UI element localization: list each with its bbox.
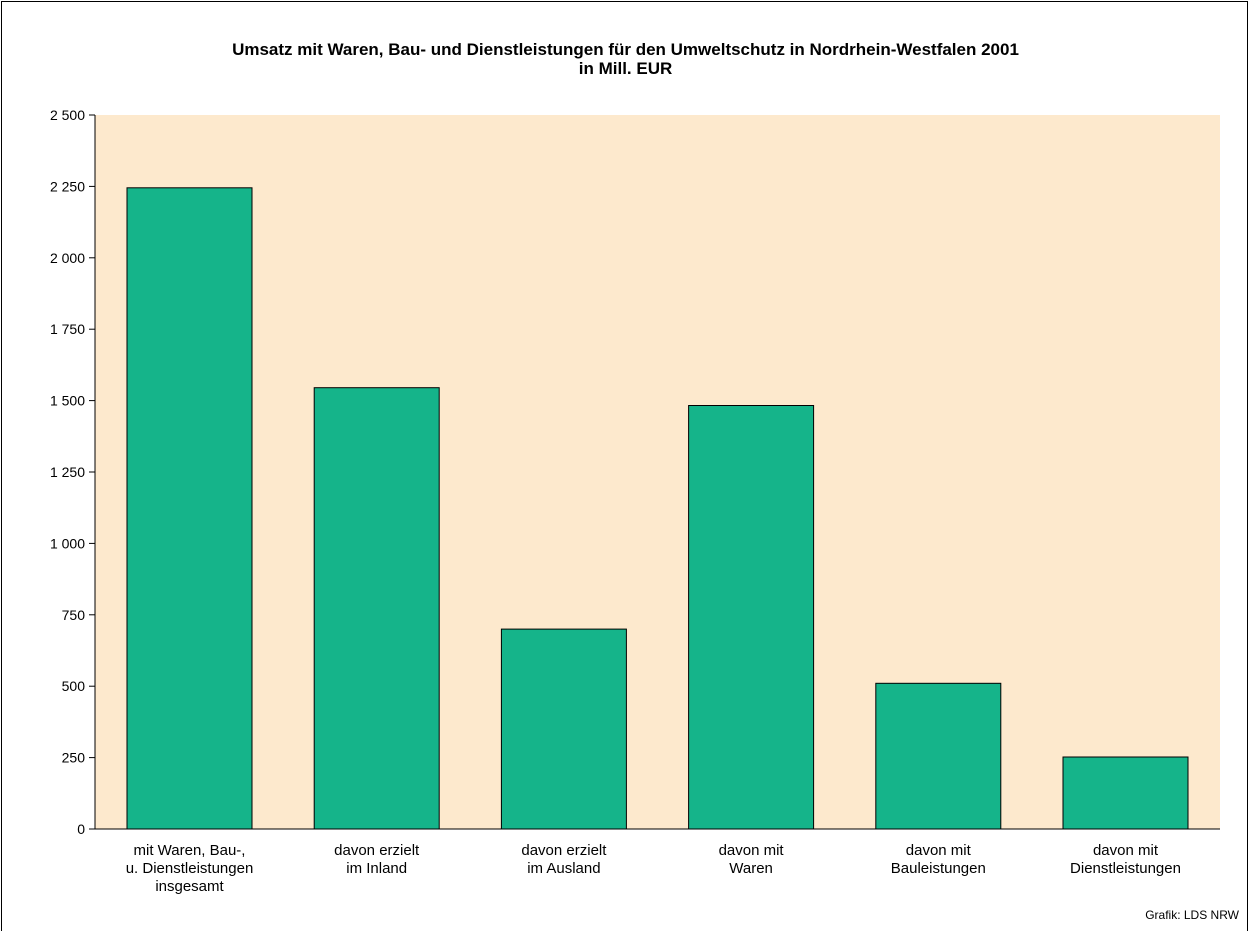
y-tick-label: 1 250 bbox=[50, 464, 85, 480]
bars-group bbox=[126, 187, 1189, 830]
x-tick-label-line: Waren bbox=[729, 860, 773, 877]
bar-5 bbox=[875, 682, 1002, 830]
x-tick-label-line: davon erzielt bbox=[334, 842, 420, 859]
x-tick-label-line: im Ausland bbox=[527, 860, 600, 877]
bar-4 bbox=[688, 405, 815, 830]
y-tick-label: 1 000 bbox=[50, 535, 85, 551]
chart-subtitle: in Mill. EUR bbox=[578, 59, 673, 78]
chart-title: Umsatz mit Waren, Bau- und Dienstleistun… bbox=[232, 40, 1019, 59]
y-tick-label: 0 bbox=[77, 821, 85, 837]
x-tick-label: davon erzielt im Inland bbox=[334, 842, 420, 877]
x-tick-label-line: im Inland bbox=[346, 860, 407, 877]
bar-6 bbox=[1062, 756, 1189, 830]
x-tick-label-line: mit Waren, Bau-, bbox=[134, 842, 246, 859]
x-axis-labels: mit Waren, Bau-, u. Dienstleistungen insge… bbox=[126, 842, 1181, 895]
x-tick-label-line: Dienstleistungen bbox=[1070, 860, 1181, 877]
y-axis: 0 250 500 750 1 000 1 250 1 500 1 750 2 000 2 250… bbox=[50, 107, 1220, 837]
chart-title-block: Umsatz mit Waren, Bau- und Dienstleistun… bbox=[0, 40, 1251, 78]
y-tick-label: 1 500 bbox=[50, 393, 85, 409]
bar-2 bbox=[313, 387, 440, 830]
y-tick-label: 2 500 bbox=[50, 107, 85, 123]
x-tick-label-line: u. Dienstleistungen bbox=[126, 860, 254, 877]
x-tick-label: davon mit Dienstleistungen bbox=[1070, 842, 1181, 877]
plot-background bbox=[95, 115, 1220, 829]
y-tick-label: 2 000 bbox=[50, 250, 85, 266]
x-tick-label: davon mit Bauleistungen bbox=[891, 842, 986, 877]
bar-3 bbox=[500, 628, 627, 830]
y-tick-label: 750 bbox=[62, 607, 86, 623]
x-tick-label: mit Waren, Bau-, u. Dienstleistungen insge… bbox=[126, 842, 254, 895]
y-tick-label: 500 bbox=[62, 678, 86, 694]
bar-1 bbox=[126, 187, 253, 830]
x-tick-label: davon erzielt im Ausland bbox=[521, 842, 607, 877]
y-tick-label: 250 bbox=[62, 750, 86, 766]
x-tick-label: davon mit Waren bbox=[719, 842, 785, 877]
x-tick-label-line: davon mit bbox=[1093, 842, 1159, 859]
source-note: Grafik: LDS NRW bbox=[1145, 908, 1239, 922]
x-tick-label-line: insgesamt bbox=[155, 878, 224, 895]
x-tick-label-line: davon mit bbox=[906, 842, 972, 859]
x-tick-label-line: Bauleistungen bbox=[891, 860, 986, 877]
y-tick-label: 2 250 bbox=[50, 178, 85, 194]
y-tick-label: 1 750 bbox=[50, 321, 85, 337]
x-tick-label-line: davon erzielt bbox=[521, 842, 607, 859]
x-tick-label-line: davon mit bbox=[719, 842, 785, 859]
